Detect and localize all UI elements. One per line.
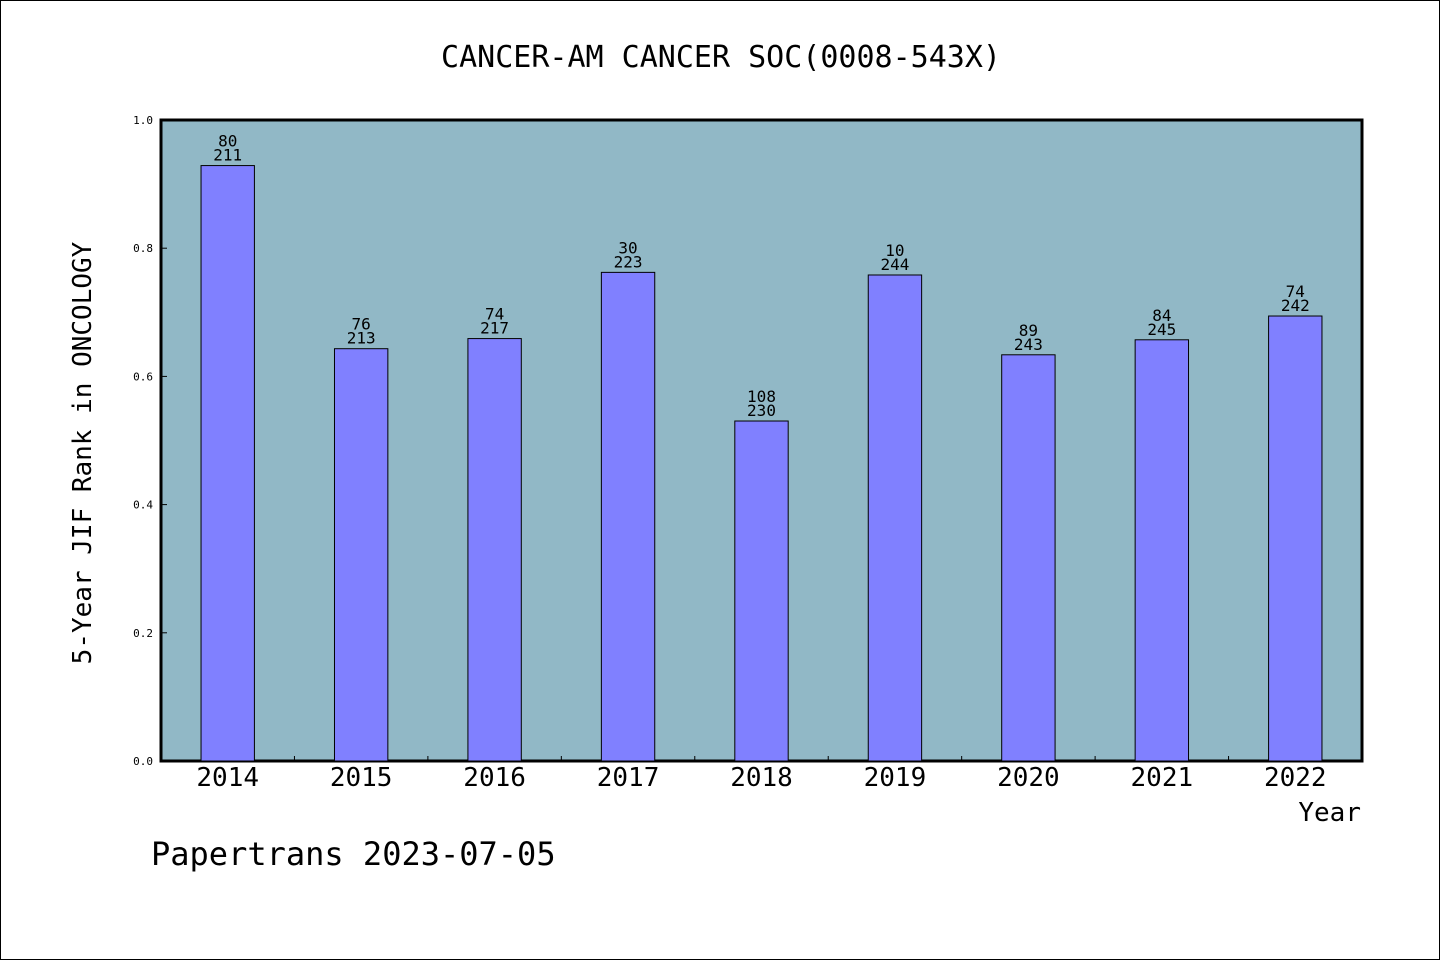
bar-total-label-2015: 213 bbox=[347, 329, 376, 348]
bar-total-label-2017: 223 bbox=[614, 252, 643, 271]
x-tick-label-2016: 2016 bbox=[463, 763, 526, 793]
x-axis: 2014 2015 2016 2017 2018 2019 2020 2021 2022 bbox=[196, 756, 1327, 793]
x-tick-label-2022: 2022 bbox=[1264, 763, 1327, 793]
x-tick-label-2019: 2019 bbox=[864, 763, 927, 793]
x-tick-label-2020: 2020 bbox=[997, 763, 1060, 793]
x-tick-label-2017: 2017 bbox=[597, 763, 660, 793]
bar-2014 bbox=[200, 165, 255, 762]
bar-rank-label-2015: 76 bbox=[352, 315, 371, 334]
y-axis: 0.0 0.2 0.4 0.6 0.8 1.0 bbox=[133, 114, 167, 768]
bar-rank-label-2021: 84 bbox=[1152, 306, 1171, 325]
x-tick-label-2018: 2018 bbox=[730, 763, 793, 793]
bar-2018 bbox=[734, 420, 789, 762]
bar-rank-label-2016: 74 bbox=[485, 305, 504, 324]
bars-group bbox=[200, 165, 1323, 762]
bar-total-label-2019: 244 bbox=[880, 255, 909, 274]
y-axis-label: 5-Year JIF Rank in ONCOLOGY bbox=[68, 241, 98, 664]
x-tick-label-2015: 2015 bbox=[330, 763, 393, 793]
bar-total-label-2014: 211 bbox=[213, 146, 242, 165]
bar-rank-label-2020: 89 bbox=[1019, 321, 1038, 340]
bar-total-label-2018: 230 bbox=[747, 401, 776, 420]
chart-title: CANCER-AM CANCER SOC(0008-543X) bbox=[441, 40, 1001, 75]
bar-2017 bbox=[600, 271, 656, 762]
bar-2015 bbox=[333, 348, 389, 762]
y-tick-label-1: 0.2 bbox=[133, 627, 153, 640]
bar-2021 bbox=[1134, 339, 1190, 762]
y-tick-label-0: 0.0 bbox=[133, 755, 153, 768]
bar-rank-label-2022: 74 bbox=[1286, 282, 1305, 301]
x-tick-label-2014: 2014 bbox=[196, 763, 259, 793]
footer-credit: Papertrans 2023-07-05 bbox=[151, 835, 556, 873]
bar-total-label-2022: 242 bbox=[1281, 296, 1310, 315]
bar-2016 bbox=[467, 338, 522, 762]
y-tick-label-3: 0.6 bbox=[133, 370, 153, 383]
bar-total-label-2020: 243 bbox=[1014, 335, 1043, 354]
bar-rank-label-2018: 108 bbox=[747, 387, 776, 406]
bar-labels-group: 8021176213742173022310823010244892438424… bbox=[213, 132, 1309, 420]
bar-rank-label-2017: 30 bbox=[618, 238, 637, 257]
bar-total-label-2021: 245 bbox=[1147, 320, 1176, 339]
y-tick-label-2: 0.4 bbox=[133, 499, 153, 512]
bar-2020 bbox=[1001, 354, 1056, 762]
y-tick-label-5: 1.0 bbox=[133, 114, 153, 127]
x-tick-label-2021: 2021 bbox=[1131, 763, 1194, 793]
x-axis-label: Year bbox=[1298, 798, 1361, 828]
bar-rank-label-2014: 80 bbox=[218, 132, 237, 151]
bar-2022 bbox=[1268, 315, 1323, 762]
bar-rank-label-2019: 10 bbox=[885, 241, 904, 260]
bar-total-label-2016: 217 bbox=[480, 319, 509, 338]
y-tick-label-4: 0.8 bbox=[133, 242, 153, 255]
bar-2019 bbox=[867, 274, 923, 762]
